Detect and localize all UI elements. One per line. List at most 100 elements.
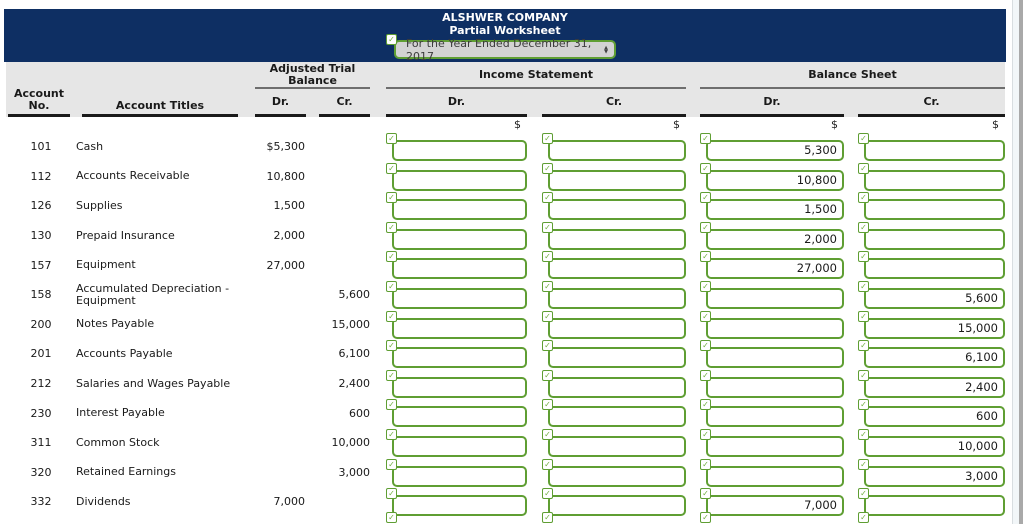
is-dr-input[interactable] [392, 169, 527, 191]
bs-cr-input[interactable] [864, 169, 1005, 191]
cell-checkbox[interactable]: ✓ [542, 251, 553, 263]
is-cr-input[interactable] [548, 406, 686, 428]
cell-checkbox[interactable]: ✓ [700, 399, 711, 411]
bs-dr-input[interactable] [706, 376, 844, 398]
bs-cr-input[interactable] [864, 140, 1005, 161]
bs-cr-input[interactable]: 15,000 [864, 317, 1005, 339]
cell-checkbox[interactable]: ✓ [858, 458, 869, 470]
is-cr-input[interactable] [548, 228, 686, 250]
is-dr-input[interactable] [392, 317, 527, 339]
bs-dr-input[interactable]: 7,000 [706, 495, 844, 517]
is-cr-input[interactable] [548, 317, 686, 339]
cell-checkbox[interactable]: ✓ [858, 280, 869, 292]
cell-checkbox[interactable]: ✓ [700, 251, 711, 263]
cell-checkbox[interactable]: ✓ [386, 310, 397, 322]
bs-dr-input[interactable] [706, 465, 844, 487]
cell-checkbox[interactable]: ✓ [542, 369, 553, 381]
cell-checkbox[interactable]: ✓ [386, 251, 397, 263]
cell-checkbox[interactable]: ✓ [858, 162, 869, 174]
cell-checkbox[interactable]: ✓ [858, 369, 869, 381]
cell-checkbox[interactable]: ✓ [700, 340, 711, 352]
row-checkbox[interactable]: ✓ [700, 511, 711, 523]
cell-checkbox[interactable]: ✓ [542, 133, 553, 144]
row-checkbox[interactable]: ✓ [386, 511, 397, 523]
bs-cr-input[interactable] [864, 228, 1005, 250]
bs-dr-input[interactable]: 5,300 [706, 140, 844, 161]
cell-checkbox[interactable]: ✓ [386, 221, 397, 233]
is-dr-input[interactable] [392, 376, 527, 398]
cell-checkbox[interactable]: ✓ [700, 280, 711, 292]
cell-checkbox[interactable]: ✓ [858, 488, 869, 500]
cell-checkbox[interactable]: ✓ [542, 428, 553, 440]
is-cr-input[interactable] [548, 347, 686, 369]
cell-checkbox[interactable]: ✓ [858, 399, 869, 411]
cell-checkbox[interactable]: ✓ [700, 488, 711, 500]
cell-checkbox[interactable]: ✓ [700, 133, 711, 144]
cell-checkbox[interactable]: ✓ [858, 310, 869, 322]
bs-cr-input[interactable] [864, 199, 1005, 221]
bs-dr-input[interactable] [706, 435, 844, 457]
bs-dr-input[interactable] [706, 406, 844, 428]
bs-dr-input[interactable] [706, 287, 844, 309]
cell-checkbox[interactable]: ✓ [858, 133, 869, 144]
cell-checkbox[interactable]: ✓ [700, 310, 711, 322]
is-dr-input[interactable] [392, 347, 527, 369]
cell-checkbox[interactable]: ✓ [858, 428, 869, 440]
is-cr-input[interactable] [548, 258, 686, 280]
period-checkbox[interactable]: ✓ [386, 34, 397, 45]
is-cr-input[interactable] [548, 376, 686, 398]
cell-checkbox[interactable]: ✓ [386, 162, 397, 174]
bs-cr-input[interactable]: 2,400 [864, 376, 1005, 398]
is-cr-input[interactable] [548, 495, 686, 517]
cell-checkbox[interactable]: ✓ [542, 488, 553, 500]
is-cr-input[interactable] [548, 465, 686, 487]
is-cr-input[interactable] [548, 287, 686, 309]
cell-checkbox[interactable]: ✓ [542, 162, 553, 174]
cell-checkbox[interactable]: ✓ [858, 251, 869, 263]
bs-cr-input[interactable]: 5,600 [864, 287, 1005, 309]
is-cr-input[interactable] [548, 199, 686, 221]
is-cr-input[interactable] [548, 140, 686, 161]
cell-checkbox[interactable]: ✓ [542, 340, 553, 352]
cell-checkbox[interactable]: ✓ [858, 221, 869, 233]
bs-dr-input[interactable] [706, 347, 844, 369]
is-dr-input[interactable] [392, 140, 527, 161]
is-dr-input[interactable] [392, 465, 527, 487]
cell-checkbox[interactable]: ✓ [542, 458, 553, 470]
cell-checkbox[interactable]: ✓ [858, 192, 869, 204]
cell-checkbox[interactable]: ✓ [386, 428, 397, 440]
cell-checkbox[interactable]: ✓ [700, 458, 711, 470]
cell-checkbox[interactable]: ✓ [386, 399, 397, 411]
bs-dr-input[interactable]: 1,500 [706, 199, 844, 221]
cell-checkbox[interactable]: ✓ [386, 340, 397, 352]
is-dr-input[interactable] [392, 228, 527, 250]
bs-dr-input[interactable] [706, 317, 844, 339]
cell-checkbox[interactable]: ✓ [542, 221, 553, 233]
is-dr-input[interactable] [392, 258, 527, 280]
bs-dr-input[interactable]: 10,800 [706, 169, 844, 191]
cell-checkbox[interactable]: ✓ [700, 221, 711, 233]
cell-checkbox[interactable]: ✓ [386, 133, 397, 144]
cell-checkbox[interactable]: ✓ [386, 369, 397, 381]
is-dr-input[interactable] [392, 199, 527, 221]
cell-checkbox[interactable]: ✓ [386, 488, 397, 500]
row-checkbox[interactable]: ✓ [542, 511, 553, 523]
cell-checkbox[interactable]: ✓ [542, 192, 553, 204]
cell-checkbox[interactable]: ✓ [386, 458, 397, 470]
cell-checkbox[interactable]: ✓ [386, 280, 397, 292]
cell-checkbox[interactable]: ✓ [700, 428, 711, 440]
vertical-scrollbar[interactable] [1012, 0, 1020, 524]
cell-checkbox[interactable]: ✓ [700, 162, 711, 174]
bs-cr-input[interactable] [864, 258, 1005, 280]
cell-checkbox[interactable]: ✓ [386, 192, 397, 204]
cell-checkbox[interactable]: ✓ [858, 340, 869, 352]
is-cr-input[interactable] [548, 169, 686, 191]
cell-checkbox[interactable]: ✓ [542, 399, 553, 411]
is-dr-input[interactable] [392, 495, 527, 517]
is-dr-input[interactable] [392, 406, 527, 428]
bs-cr-input[interactable]: 600 [864, 406, 1005, 428]
cell-checkbox[interactable]: ✓ [542, 280, 553, 292]
cell-checkbox[interactable]: ✓ [542, 310, 553, 322]
bs-cr-input[interactable] [864, 495, 1005, 517]
row-checkbox[interactable]: ✓ [858, 511, 869, 523]
